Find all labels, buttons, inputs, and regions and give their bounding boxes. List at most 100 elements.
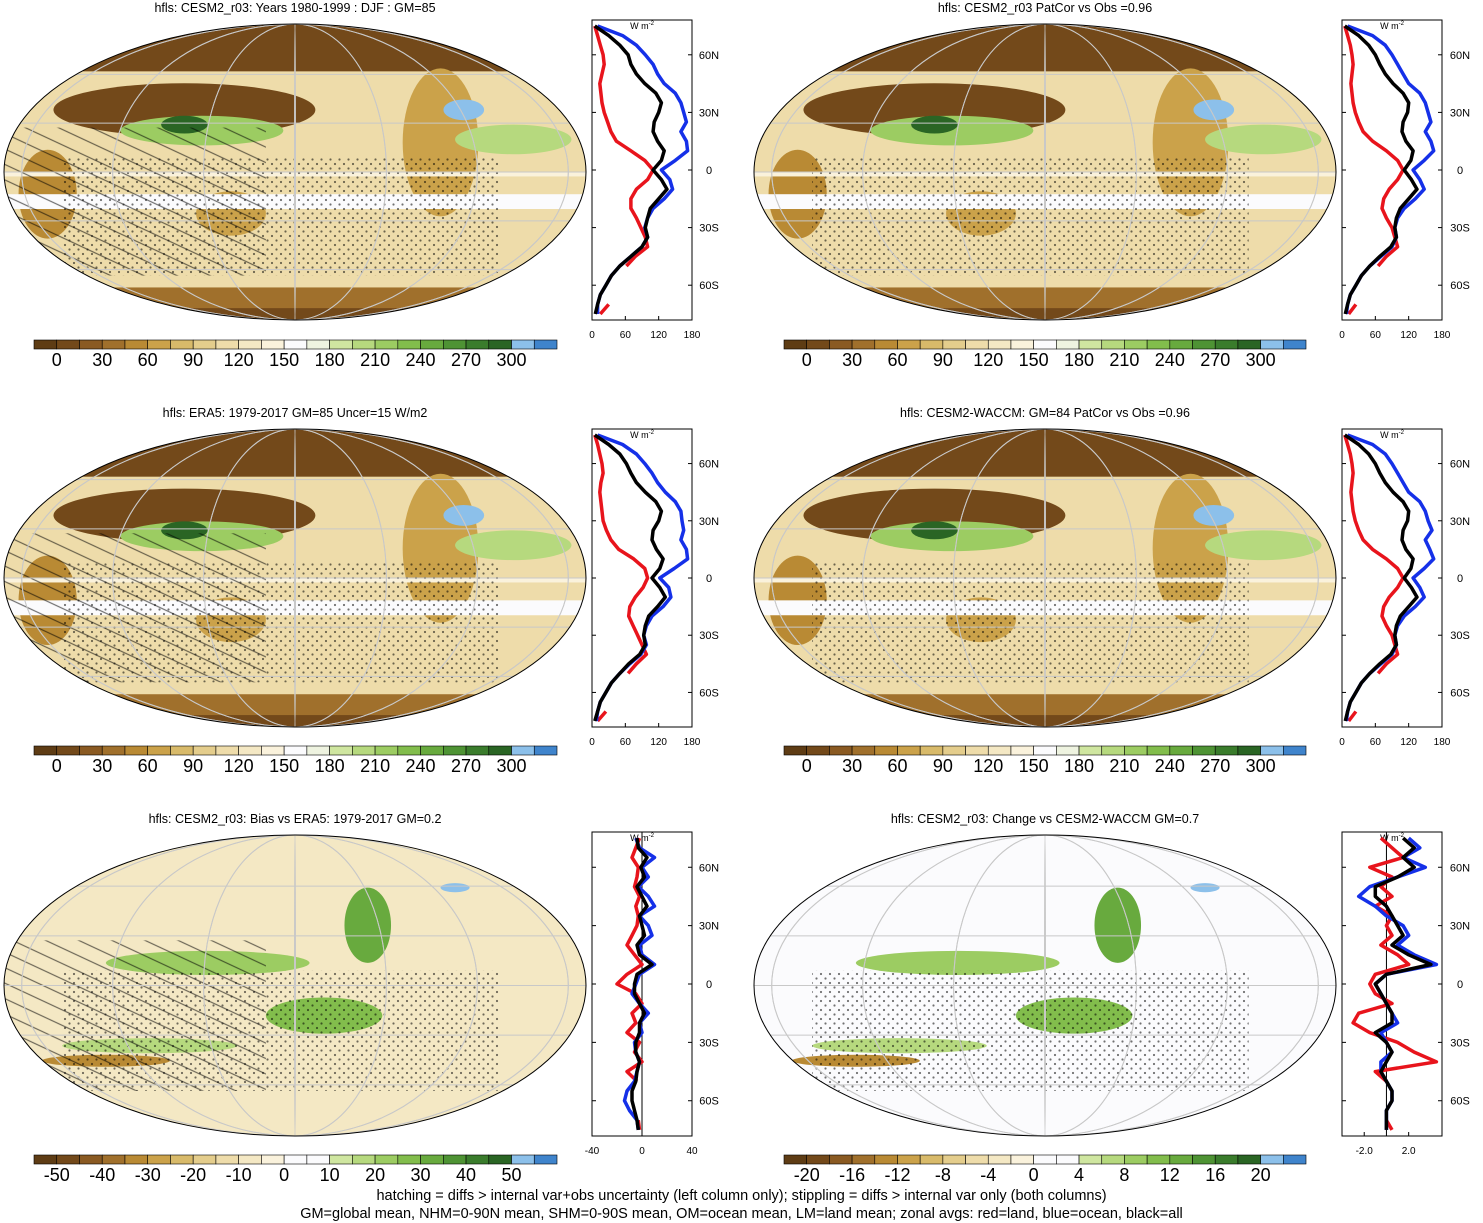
colorbar-swatch [101, 1154, 126, 1165]
colorbar-swatch [397, 745, 421, 756]
all-zonal-line [593, 433, 668, 722]
colorbar-tick-label: 20 [365, 1165, 385, 1185]
colorbar-swatch [1146, 745, 1171, 756]
colorbar-tick-label: -4 [980, 1165, 996, 1185]
colorbar-tick-label: 60 [138, 350, 158, 370]
map-panel [3, 428, 587, 728]
lat-tick-label: 30S [699, 630, 719, 642]
colorbar-tick-label: -12 [884, 1165, 910, 1185]
colorbar-swatch [56, 745, 80, 756]
colorbar-swatch [1283, 1154, 1307, 1165]
zonal-mean-profile: W m-2 60N 30N 0 30S 60S 0 60 120 180 [589, 19, 719, 341]
colorbar-tick-label: -8 [935, 1165, 951, 1185]
colorbar-swatch [488, 745, 512, 756]
colorbar-tick-label: -16 [839, 1165, 865, 1185]
colorbar-swatch [33, 1154, 58, 1165]
colorbar: 0 30 60 90 120 150 180 210 240 270 300 [33, 339, 558, 370]
colorbar-swatch [420, 1154, 444, 1165]
colorbar-swatch [806, 339, 830, 350]
colorbar-swatch [1169, 1154, 1193, 1165]
all-zonal-line [1343, 433, 1419, 722]
colorbar-tick-label: 150 [1019, 350, 1049, 370]
colorbar-swatch [488, 339, 512, 350]
lat-tick-label: 60S [1450, 687, 1470, 699]
colorbar-swatch [329, 1154, 353, 1165]
colorbar-tick-label: 300 [496, 350, 526, 370]
colorbar-swatch [306, 1154, 330, 1165]
colorbar-swatch [965, 339, 989, 350]
units-label: W m-2 [1380, 430, 1404, 440]
panel-title: hfls: CESM2-WACCM: GM=84 PatCor vs Obs =… [900, 406, 1190, 420]
colorbar-swatch [1078, 1154, 1103, 1165]
x-tick-label: 0 [589, 330, 595, 341]
panel-title: hfls: ERA5: 1979-2017 GM=85 Uncer=15 W/m… [163, 406, 428, 420]
colorbar-swatch [374, 339, 399, 350]
units-exponent: -2 [1399, 833, 1405, 839]
colorbar-swatch [1078, 745, 1103, 756]
colorbar-tick-label: 60 [138, 756, 158, 776]
colorbar-tick-label: -20 [794, 1165, 820, 1185]
colorbar-swatch [420, 745, 444, 756]
colorbar-tick-label: 0 [52, 756, 62, 776]
colorbar-swatch [1124, 1154, 1148, 1165]
colorbar-tick-label: 150 [269, 350, 299, 370]
lat-tick-label: 30N [699, 107, 719, 119]
colorbar-swatch [874, 1154, 898, 1165]
units-exponent: -2 [1399, 21, 1405, 27]
lat-tick-label: 30N [1450, 921, 1470, 933]
colorbar-swatch [352, 339, 376, 350]
colorbar-tick-label: 60 [887, 756, 907, 776]
colorbar-swatch [238, 745, 262, 756]
lat-tick-label: 0 [706, 979, 712, 991]
colorbar-tick-label: 180 [1064, 756, 1094, 776]
lat-tick-label: 60N [699, 862, 719, 874]
colorbar-swatch [306, 745, 330, 756]
x-tick-label: 60 [1370, 330, 1382, 341]
colorbar-swatch [215, 1154, 239, 1165]
x-tick-label: 120 [650, 330, 667, 341]
colorbar-swatch [1283, 745, 1307, 756]
units-exponent: -2 [649, 430, 655, 436]
colorbar-swatch [1056, 339, 1080, 350]
colorbar-swatch [1101, 745, 1125, 756]
lat-tick-label: 30S [1450, 630, 1470, 642]
colorbar-swatch [1169, 339, 1193, 350]
colorbar-swatch [897, 745, 921, 756]
colorbar-tick-label: 30 [842, 350, 862, 370]
colorbar-tick-label: 180 [315, 756, 345, 776]
colorbar-swatch [147, 339, 171, 350]
lat-tick-label: 60N [1450, 50, 1470, 62]
colorbar-swatch [1192, 1154, 1216, 1165]
units-label: W m-2 [630, 430, 654, 440]
lat-tick-label: 30S [1450, 1037, 1470, 1049]
colorbar: 0 30 60 90 120 150 180 210 240 270 300 [783, 339, 1307, 370]
colorbar-tick-label: 210 [360, 350, 390, 370]
colorbar-swatch [942, 745, 966, 756]
lat-tick-label: 60S [699, 280, 719, 292]
colorbar-swatch [33, 339, 58, 350]
colorbar-swatch [1214, 1154, 1239, 1165]
lat-tick-label: 0 [1457, 165, 1463, 177]
colorbar-swatch [420, 339, 444, 350]
all-zonal-line [593, 24, 669, 315]
lat-tick-label: 0 [706, 165, 712, 177]
colorbar-tick-label: -30 [135, 1165, 161, 1185]
colorbar-swatch [147, 1154, 171, 1165]
colorbar-tick-label: 90 [183, 350, 203, 370]
colorbar-tick-label: 240 [1155, 756, 1185, 776]
panel-title: hfls: CESM2_r03: Years 1980-1999 : DJF :… [154, 1, 435, 15]
colorbar-tick-label: 0 [802, 350, 812, 370]
zonal-mean-profile: W m-2 60N 30N 0 30S 60S 0 60 120 180 [1339, 19, 1470, 341]
colorbar-swatch [352, 745, 376, 756]
colorbar-swatch [1169, 745, 1193, 756]
colorbar-swatch [79, 339, 103, 350]
colorbar-swatch [215, 745, 239, 756]
colorbar-swatch [919, 1154, 944, 1165]
map-panel [753, 428, 1337, 728]
zonal-mean-profile: W m-2 60N 30N 0 30S 60S 0 60 120 180 [589, 428, 719, 748]
colorbar-swatch [511, 1154, 535, 1165]
colorbar-swatch [124, 339, 148, 350]
colorbar-tick-label: 300 [1246, 756, 1276, 776]
colorbar-tick-label: 210 [360, 756, 390, 776]
colorbar-swatch [261, 339, 285, 350]
